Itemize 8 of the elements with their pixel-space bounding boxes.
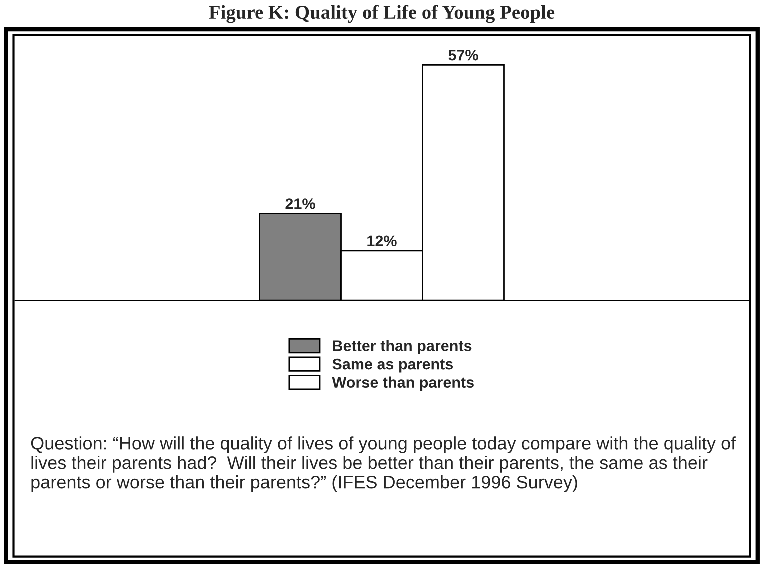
data-label: 21%: [286, 198, 316, 210]
legend-label: Worse than parents: [332, 376, 474, 392]
legend-label: Better than parents: [333, 340, 472, 354]
data-label: 57%: [448, 50, 478, 61]
legend-label: Same as parents: [332, 358, 454, 373]
text: Question: “How will the quality of lives of young people today compare with the quality of lives their parents had? Will their lives be better than their parents, the same as their parents or worse than their parents?” (IFES December 1996 Survey): [31, 436, 736, 492]
data-label: 12%: [368, 236, 397, 247]
chart-title: Figure K: Quality of Life of Young People: [209, 5, 555, 24]
